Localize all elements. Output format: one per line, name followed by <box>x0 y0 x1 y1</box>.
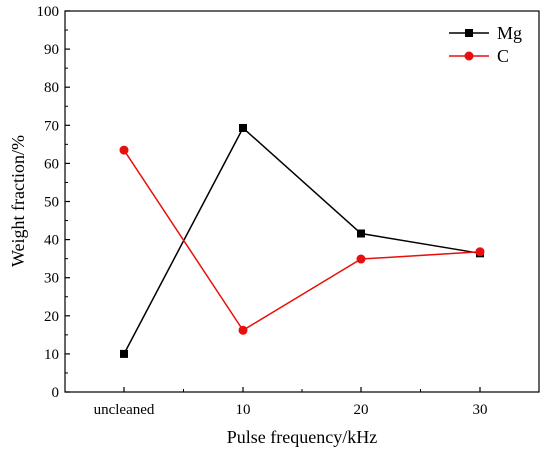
legend-item-c: C <box>449 46 509 66</box>
y-tick-label: 60 <box>44 156 59 172</box>
x-axis: uncleaned 10 20 30 <box>94 387 488 418</box>
y-tick-label: 10 <box>44 347 59 363</box>
legend-label-mg: Mg <box>497 23 522 43</box>
y-axis-title: Weight fraction/% <box>8 135 28 267</box>
y-tick-label: 0 <box>52 385 60 401</box>
x-tick-label: 10 <box>236 402 251 418</box>
data-point-c <box>356 254 366 264</box>
y-tick-label: 40 <box>44 233 59 249</box>
y-tick-label: 90 <box>44 42 59 58</box>
y-tick-label: 70 <box>44 118 59 134</box>
plot-frame <box>64 10 540 393</box>
x-tick-label: 30 <box>473 402 488 418</box>
x-tick-label: uncleaned <box>94 402 155 418</box>
series-line-c <box>123 149 481 332</box>
legend-label-c: C <box>497 46 509 66</box>
y-tick-label: 100 <box>37 4 60 20</box>
series-layer <box>119 123 485 358</box>
legend-marker-mg <box>465 29 473 37</box>
legend-item-mg: Mg <box>449 23 522 43</box>
y-tick-label: 30 <box>44 271 59 287</box>
data-point-c <box>238 325 248 335</box>
x-tick-label: 20 <box>354 402 369 418</box>
legend: Mg C <box>449 23 522 66</box>
data-point-mg <box>357 229 365 238</box>
data-point-c <box>475 247 485 257</box>
y-tick-label: 50 <box>44 195 59 211</box>
data-point-c <box>119 145 129 155</box>
data-point-mg <box>120 349 128 358</box>
y-axis: 0 10 20 30 40 50 60 70 80 90 100 <box>37 4 70 401</box>
x-axis-title: Pulse frequency/kHz <box>227 427 377 447</box>
y-tick-label: 80 <box>44 80 59 96</box>
data-point-mg <box>239 123 247 132</box>
series-line-mg <box>123 126 481 355</box>
legend-marker-c <box>464 51 474 61</box>
y-tick-label: 20 <box>44 309 59 325</box>
